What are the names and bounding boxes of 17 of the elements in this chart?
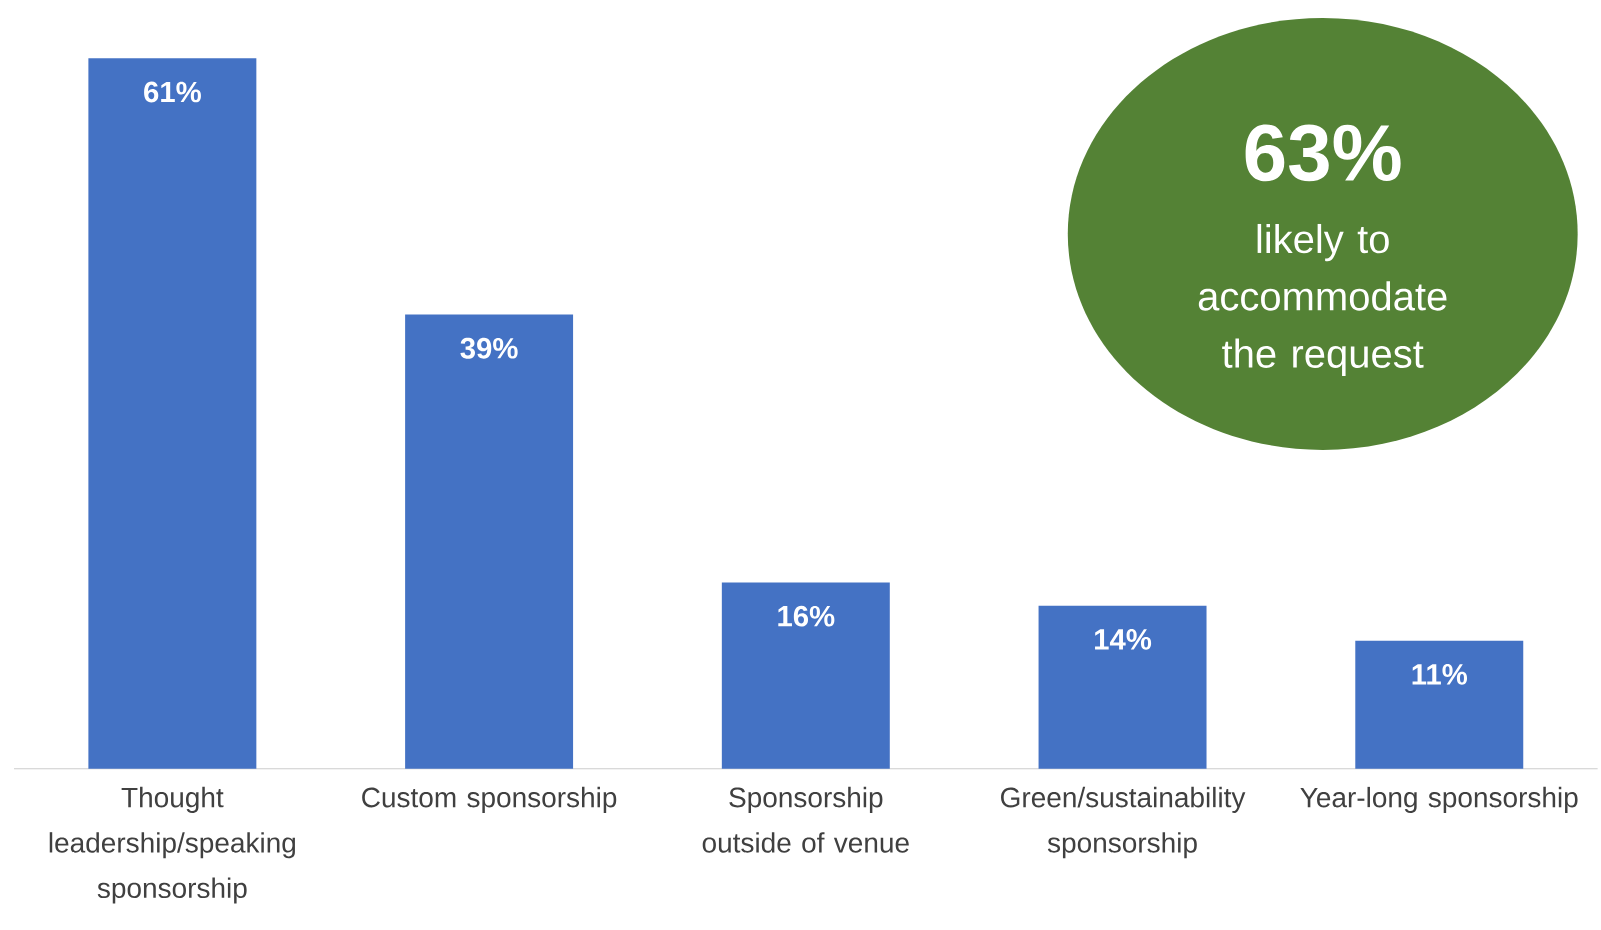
annotation: likely to accommodate the request — [1198, 224, 1447, 376]
bar — [1038, 605, 1207, 769]
data-label: 16% — [778, 605, 835, 627]
bar — [1355, 640, 1524, 769]
data-label: 14% — [1095, 629, 1152, 650]
data-label: 39% — [460, 337, 518, 359]
x-tick-label: Sponsorship outside of venue — [702, 786, 909, 853]
x-tick-label: Year-long sponsorship — [1300, 786, 1578, 814]
x-tick-label: Thought leadership/speaking sponsorship — [49, 786, 296, 904]
bar — [405, 314, 574, 769]
x-tick-label: Custom sponsorship — [362, 786, 617, 814]
bar — [88, 58, 257, 769]
annotation: 63% — [1245, 124, 1401, 182]
bar — [721, 582, 890, 769]
data-label: 61% — [144, 81, 201, 103]
data-label: 11% — [1412, 664, 1468, 685]
x-tick-label: Green/sustainability sponsorship — [1001, 786, 1246, 859]
